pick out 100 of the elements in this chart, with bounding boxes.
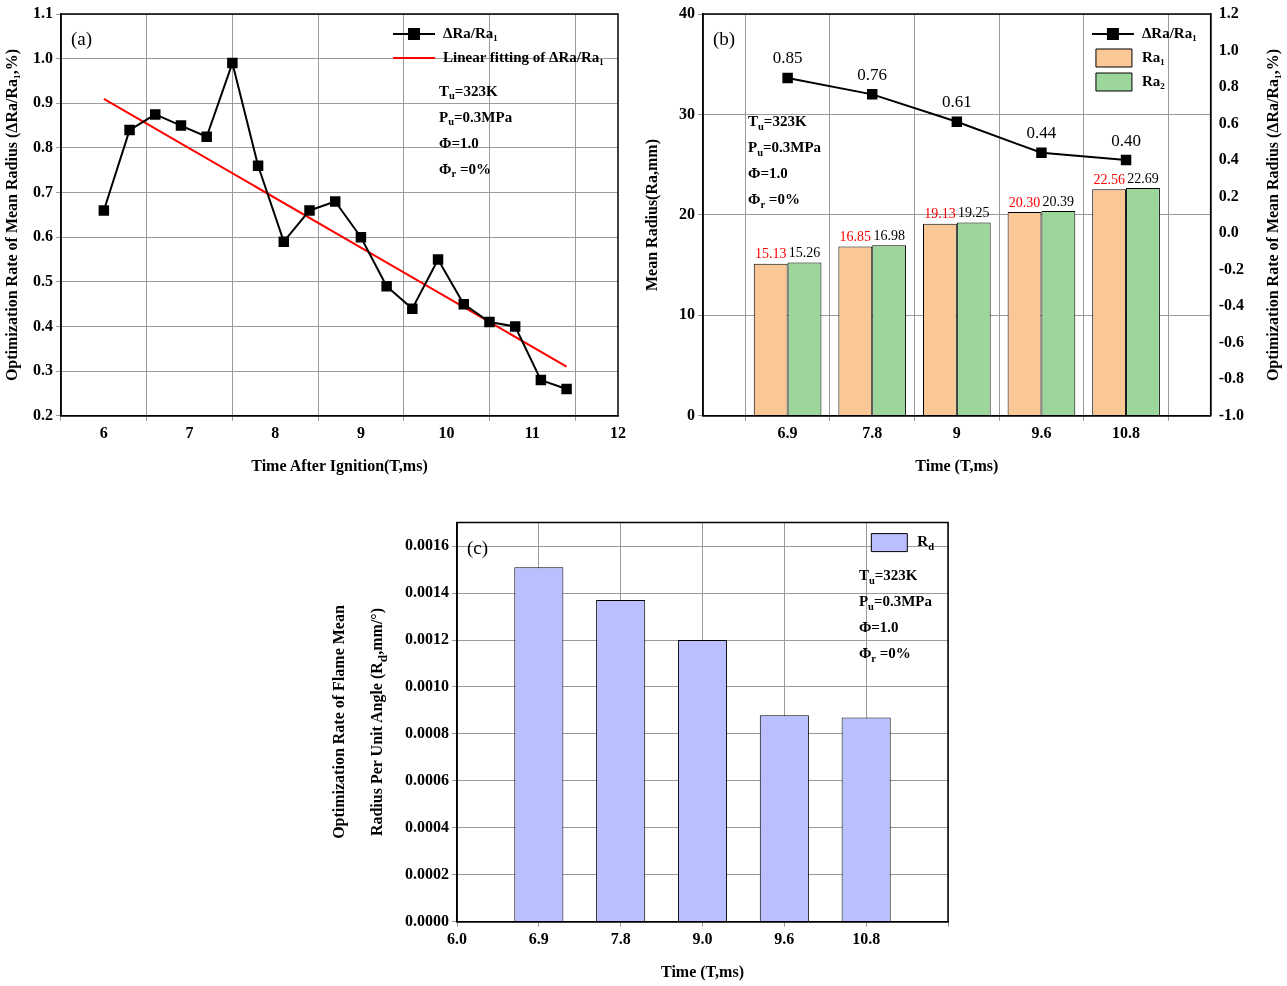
y-tick-label: 0.0012 bbox=[405, 630, 449, 648]
y2-tick-label: 0.8 bbox=[1218, 77, 1239, 95]
y-tick-label: 0.0002 bbox=[405, 864, 449, 882]
y-tick-label: 0.2 bbox=[33, 405, 53, 423]
point bbox=[1120, 154, 1132, 166]
y-axis-title: Mean Radius(Ra,mm) bbox=[642, 138, 662, 291]
data-label: 0.61 bbox=[941, 92, 972, 112]
y-tick-label: 0.8 bbox=[33, 138, 53, 156]
y-tick-label: 0.0006 bbox=[405, 771, 449, 789]
point bbox=[458, 298, 469, 310]
x-tick-label: 7 bbox=[185, 423, 194, 441]
y-tick-label: 0.4 bbox=[33, 316, 53, 334]
y2-tick-label: 0.6 bbox=[1218, 113, 1239, 131]
y-tick-label: 0.0016 bbox=[405, 536, 449, 554]
data-label: 22.69 bbox=[1127, 170, 1159, 186]
y2-tick-label: 0.0 bbox=[1218, 223, 1239, 241]
annotation: (c) bbox=[467, 536, 489, 559]
point bbox=[509, 321, 521, 332]
x-tick-label: 12 bbox=[610, 423, 626, 441]
point bbox=[407, 303, 418, 314]
annotation: (a) bbox=[71, 27, 93, 50]
data-label: 20.30 bbox=[1008, 194, 1041, 210]
y2-axis-title: Optimization Rate of Mean Radius (ΔRa/Ra₁,%) bbox=[1263, 48, 1283, 381]
y-tick-label: 0.6 bbox=[33, 227, 53, 245]
y2-tick-label: -0.6 bbox=[1218, 332, 1244, 350]
point bbox=[866, 89, 878, 100]
y2-tick-label: 1.0 bbox=[1218, 40, 1239, 58]
point bbox=[329, 196, 341, 207]
y2-tick-label: -1.0 bbox=[1218, 405, 1244, 423]
data-label: 19.25 bbox=[958, 205, 990, 221]
data-label: 19.13 bbox=[924, 206, 956, 222]
x-axis-title: Time (T,ms) bbox=[915, 456, 999, 477]
y2-tick-label: 1.2 bbox=[1218, 4, 1239, 22]
y-tick-label: 1.0 bbox=[33, 48, 53, 66]
point bbox=[252, 160, 264, 172]
legend-label: Linear fitting of ΔRa/Ra₁ bbox=[443, 48, 604, 65]
legend-label: ΔRa/Ra₁ bbox=[1141, 24, 1197, 41]
x-tick-label: 8 bbox=[271, 423, 280, 441]
data-label: 0.44 bbox=[1026, 123, 1057, 143]
y-tick-label: 0.7 bbox=[33, 182, 53, 200]
point bbox=[381, 281, 392, 292]
x-tick-label: 9.6 bbox=[1031, 423, 1052, 441]
y-tick-label: 20 bbox=[679, 205, 695, 223]
y2-tick-label: -0.2 bbox=[1218, 259, 1244, 277]
data-label: 20.39 bbox=[1042, 193, 1075, 209]
x-tick-label: 7.8 bbox=[610, 929, 631, 947]
data-label: 15.13 bbox=[754, 246, 787, 262]
point bbox=[124, 124, 135, 136]
data-label: 16.85 bbox=[839, 229, 872, 245]
y2-tick-label: 0.4 bbox=[1218, 150, 1239, 168]
legend-label: Ra₁ bbox=[1141, 48, 1165, 65]
point bbox=[201, 131, 212, 143]
x-tick-label: 9 bbox=[952, 423, 961, 441]
data-label: 15.26 bbox=[788, 245, 821, 261]
x-tick-label: 10.8 bbox=[1112, 423, 1141, 441]
y2-tick-label: -0.8 bbox=[1218, 369, 1244, 387]
point bbox=[304, 205, 315, 216]
point bbox=[535, 374, 547, 386]
point bbox=[175, 120, 187, 131]
y2-tick-label: 0.2 bbox=[1218, 186, 1239, 204]
x-tick-label: 6.0 bbox=[447, 929, 467, 947]
y-tick-label: 0.0000 bbox=[405, 911, 449, 929]
x-tick-label: 9 bbox=[356, 423, 365, 441]
y-tick-label: 0.3 bbox=[33, 361, 53, 379]
point bbox=[561, 383, 572, 395]
annotation: Φ=1.0 bbox=[748, 165, 788, 182]
point bbox=[782, 72, 793, 84]
y-tick-label: 0.0004 bbox=[405, 818, 449, 836]
x-tick-label: 7.8 bbox=[862, 423, 883, 441]
annotation: Φ=1.0 bbox=[439, 134, 479, 151]
data-label: 16.98 bbox=[873, 227, 905, 243]
y-tick-label: 1.1 bbox=[33, 4, 53, 22]
x-tick-label: 6.9 bbox=[777, 423, 798, 441]
y-tick-label: 0.5 bbox=[33, 272, 53, 290]
legend-label: Ra₂ bbox=[1141, 72, 1166, 89]
data-label: 0.40 bbox=[1111, 130, 1141, 150]
x-tick-label: 6.9 bbox=[528, 929, 549, 947]
x-tick-label: 9.0 bbox=[692, 929, 713, 947]
point bbox=[951, 116, 963, 127]
legend-label: ΔRa/Ra₁ bbox=[443, 24, 498, 41]
y-tick-label: 30 bbox=[679, 104, 695, 122]
x-tick-label: 6 bbox=[99, 423, 108, 441]
point bbox=[1036, 147, 1047, 159]
point bbox=[98, 205, 110, 216]
y-tick-label: 0.9 bbox=[33, 93, 53, 111]
y-tick-label: 0.0010 bbox=[405, 677, 449, 695]
data-label: 0.76 bbox=[857, 64, 888, 84]
y-tick-label: 0.0014 bbox=[405, 583, 449, 601]
y-tick-label: 40 bbox=[679, 4, 695, 22]
y-tick-label: 10 bbox=[679, 305, 695, 323]
x-axis-title: Time After Ignition(T,ms) bbox=[251, 456, 428, 477]
y-tick-label: 0 bbox=[687, 405, 695, 423]
point bbox=[278, 236, 290, 247]
x-tick-label: 9.6 bbox=[774, 929, 795, 947]
point bbox=[355, 231, 367, 243]
annotation: Φ=1.0 bbox=[858, 619, 899, 636]
y2-tick-label: -0.4 bbox=[1218, 296, 1244, 314]
x-tick-label: 10.8 bbox=[852, 929, 881, 947]
point bbox=[432, 254, 444, 265]
data-label: 22.56 bbox=[1093, 171, 1125, 187]
